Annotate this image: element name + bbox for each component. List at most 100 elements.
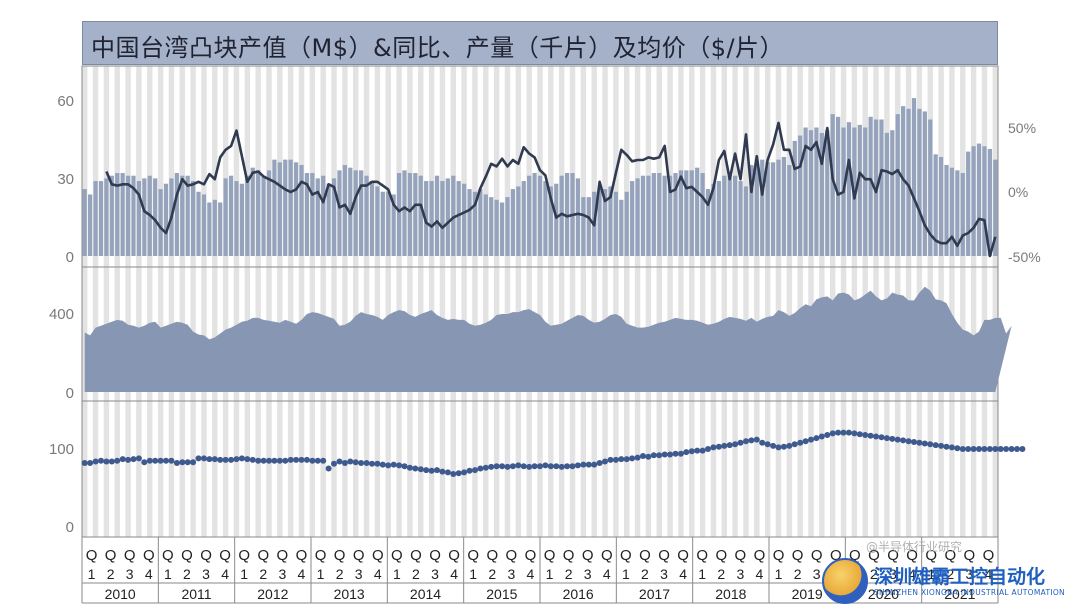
quarter-number-label: 3 — [278, 566, 286, 582]
value-bar — [657, 173, 662, 256]
stripe — [157, 401, 164, 537]
asp-point — [986, 446, 993, 452]
value-bar — [218, 202, 223, 256]
asp-point — [900, 437, 907, 444]
value-bar — [646, 175, 651, 256]
asp-point — [612, 456, 619, 463]
value-bar — [288, 159, 293, 256]
value-bar — [776, 159, 781, 256]
value-bar — [402, 170, 407, 256]
value-bar — [445, 178, 450, 256]
stripe — [580, 401, 587, 537]
chart-title: 中国台湾凸块产值（M$）&同比、产量（千片）及均价（$/片） — [91, 34, 785, 62]
value-bar — [765, 162, 770, 256]
value-bar — [326, 183, 331, 256]
value-bar — [489, 197, 494, 256]
value-bar — [196, 191, 201, 256]
value-bar — [250, 167, 255, 256]
value-bar — [987, 148, 992, 256]
value-bar — [944, 165, 949, 256]
value-bar — [293, 162, 299, 256]
asp-point — [629, 455, 636, 462]
y-tick-label: 100 — [49, 441, 74, 458]
asp-point — [916, 439, 923, 446]
quarter-prefix-label: Q — [964, 547, 976, 564]
stripe — [428, 66, 435, 267]
stripe — [212, 267, 218, 401]
stripe — [385, 401, 391, 537]
quarter-number-label: 2 — [641, 566, 649, 582]
value-bar — [451, 175, 456, 256]
axes: 60 30 0 400 0 100 0 50% 0% -50% — [49, 93, 1041, 536]
quarter-prefix-label: Q — [792, 547, 804, 564]
stripe — [689, 401, 695, 537]
quarter-prefix-label: Q — [124, 547, 136, 564]
asp-point — [531, 463, 538, 470]
stripe — [277, 401, 283, 537]
asp-point — [743, 438, 749, 445]
asp-point — [965, 446, 972, 452]
stripe — [656, 401, 662, 537]
value-bar — [364, 175, 369, 256]
quarter-prefix-label: Q — [181, 547, 193, 564]
asp-point — [705, 446, 711, 452]
stripe — [721, 401, 727, 537]
asp-point — [341, 460, 348, 466]
asp-point — [206, 456, 213, 463]
quarter-prefix-label: Q — [200, 547, 212, 564]
asp-point — [558, 463, 565, 470]
asp-point — [585, 461, 592, 468]
stripe — [244, 66, 251, 267]
stripe — [526, 66, 532, 267]
value-bar — [667, 175, 673, 256]
asp-point — [780, 443, 787, 450]
asp-point — [921, 440, 928, 447]
asp-point — [461, 469, 468, 476]
stripe — [92, 66, 99, 267]
quarter-number-label: 4 — [756, 566, 764, 582]
quarter-prefix-label: Q — [696, 547, 708, 564]
value-bar — [396, 173, 402, 256]
asp-point — [374, 460, 381, 467]
asp-point — [195, 455, 202, 462]
asp-point — [472, 467, 478, 474]
stripe — [905, 401, 912, 537]
value-bar — [890, 130, 895, 256]
value-bar — [158, 189, 163, 256]
stripe — [515, 66, 522, 267]
asp-point — [580, 461, 587, 468]
asp-point — [434, 467, 440, 474]
value-bar — [467, 189, 472, 256]
stripe — [320, 401, 326, 537]
quarter-number-label: 2 — [412, 566, 420, 582]
asp-point — [537, 463, 543, 470]
asp-point — [840, 429, 847, 436]
asp-point — [938, 442, 945, 449]
asp-point — [878, 434, 885, 441]
asp-point — [694, 447, 701, 454]
stripe — [331, 401, 337, 537]
asp-point — [867, 432, 874, 439]
stripe — [320, 66, 326, 267]
asp-point — [905, 438, 912, 445]
quarter-prefix-label: Q — [467, 547, 479, 564]
asp-point — [125, 456, 132, 463]
asp-point — [228, 456, 235, 463]
asp-point — [862, 432, 869, 438]
stripe — [461, 401, 467, 537]
asp-point — [748, 437, 755, 444]
asp-point — [997, 446, 1004, 452]
y2-tick-label: -50% — [1008, 249, 1041, 265]
quarter-prefix-label: Q — [105, 547, 117, 564]
asp-point — [271, 457, 278, 464]
asp-point — [358, 460, 365, 466]
value-bar — [272, 159, 277, 256]
value-bar — [798, 135, 803, 256]
value-bar — [245, 175, 250, 256]
stripe — [764, 401, 771, 537]
quarter-number-label: 2 — [717, 566, 725, 582]
asp-point — [390, 461, 397, 468]
quarter-number-label: 4 — [298, 566, 306, 582]
asp-point — [607, 456, 614, 463]
stripe — [385, 66, 391, 267]
